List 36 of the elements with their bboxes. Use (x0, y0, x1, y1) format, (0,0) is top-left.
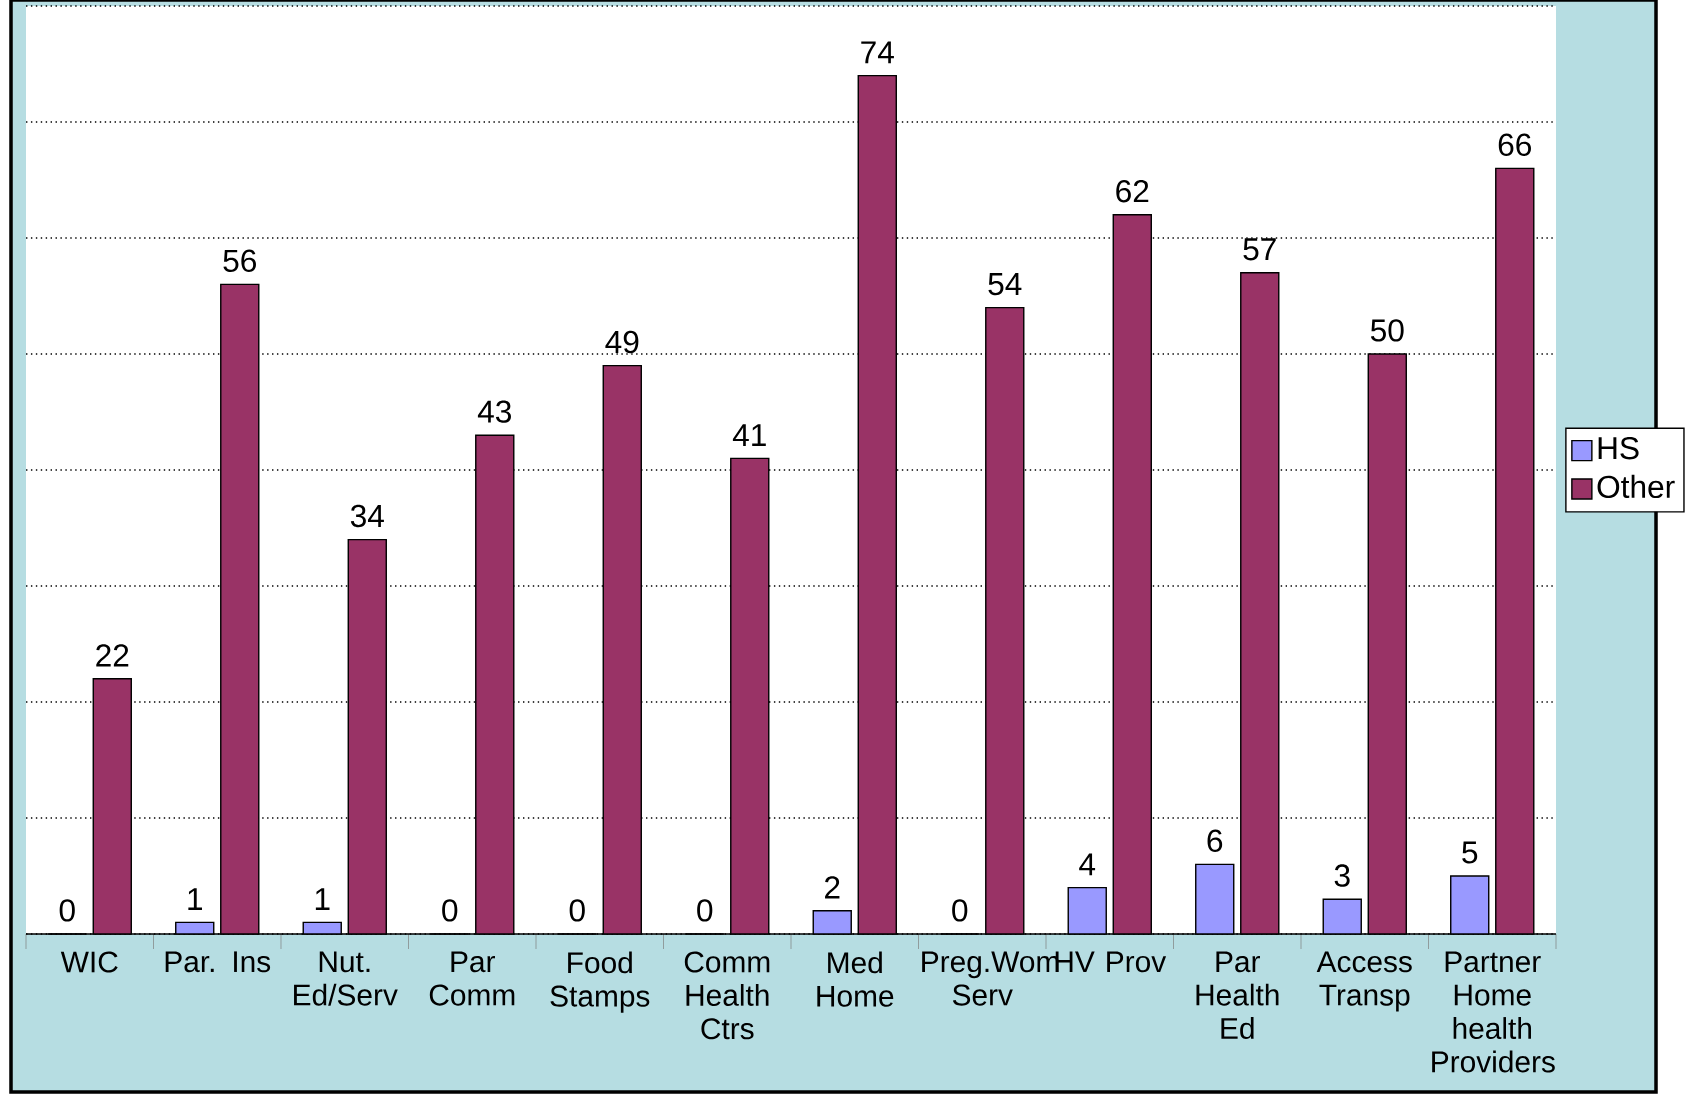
data-label: 0 (697, 899, 713, 922)
data-label: 74 (861, 41, 894, 64)
x-tick-label: WIC (60, 951, 118, 973)
data-label: 0 (569, 899, 585, 922)
data-label: 0 (442, 899, 458, 922)
x-tick-label: Comm Health Ctrs (684, 951, 770, 1040)
data-label: 41 (732, 424, 766, 446)
data-label: 43 (477, 400, 511, 423)
x-tick-label: Par Health Ed (1196, 951, 1279, 1040)
data-label: 3 (1334, 864, 1350, 887)
data-label: 0 (59, 899, 75, 922)
data-label: 54 (988, 273, 1022, 296)
data-label: 22 (96, 644, 129, 667)
x-tick-label: Par Comm (429, 951, 515, 1006)
data-label: 66 (1498, 133, 1531, 157)
x-tick-label: Food Stamps (550, 951, 650, 1013)
data-label: 34 (350, 504, 384, 528)
data-label: 50 (1370, 319, 1404, 342)
data-label: 5 (1462, 841, 1478, 864)
data-label: 2 (825, 876, 840, 899)
x-tick-label: Med Home (817, 951, 894, 1007)
data-label: 57 (1243, 238, 1276, 261)
data-label: 56 (223, 249, 256, 273)
x-tick-label: Par. Ins (165, 951, 271, 973)
x-tick-label: Partner Home health Providers (1432, 951, 1555, 1073)
x-tick-label: Access Transp (1316, 951, 1412, 1012)
data-label: 62 (1116, 179, 1149, 203)
x-tick-label: Nut. Ed/Serv (294, 951, 398, 1006)
legend-label: HS (1598, 436, 1639, 460)
legend-label: Other (1597, 474, 1675, 499)
data-label: 4 (1079, 853, 1096, 876)
data-label: 0 (952, 899, 968, 922)
data-label: 49 (605, 330, 639, 354)
data-label: 1 (188, 888, 202, 910)
data-label: 6 (1207, 829, 1223, 853)
data-label: 1 (315, 888, 330, 910)
